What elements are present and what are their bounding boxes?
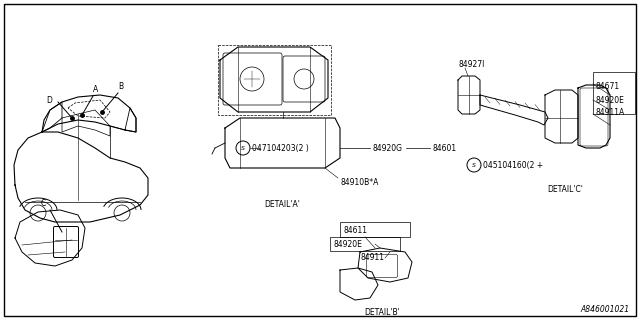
Bar	[218, 45, 331, 115]
Text: DETAIL'C': DETAIL'C'	[547, 185, 583, 194]
Bar	[593, 72, 635, 114]
Text: D: D	[46, 95, 52, 105]
Text: 84911A: 84911A	[595, 108, 624, 117]
Bar	[330, 237, 400, 251]
Text: 84920E: 84920E	[595, 96, 624, 105]
Text: 84927I: 84927I	[458, 60, 484, 69]
Text: 84920E: 84920E	[333, 239, 362, 249]
Text: S: S	[241, 146, 245, 150]
Bar	[340, 222, 410, 237]
Text: 84601: 84601	[432, 143, 456, 153]
Text: S: S	[472, 163, 476, 167]
Text: 84671: 84671	[595, 82, 619, 91]
Text: 84920G: 84920G	[372, 143, 402, 153]
Text: B: B	[118, 82, 123, 91]
Text: 84910B*A: 84910B*A	[340, 178, 378, 187]
Text: 045104160(2 +: 045104160(2 +	[483, 161, 543, 170]
Text: 84611: 84611	[343, 226, 367, 235]
Text: 84911: 84911	[360, 253, 384, 262]
Text: C: C	[41, 199, 46, 208]
Text: DETAIL'B': DETAIL'B'	[364, 308, 400, 317]
Text: A846001021: A846001021	[581, 305, 630, 314]
Text: DETAIL'A': DETAIL'A'	[264, 200, 300, 209]
Text: A: A	[93, 85, 99, 94]
Text: 047104203(2 ): 047104203(2 )	[252, 143, 308, 153]
